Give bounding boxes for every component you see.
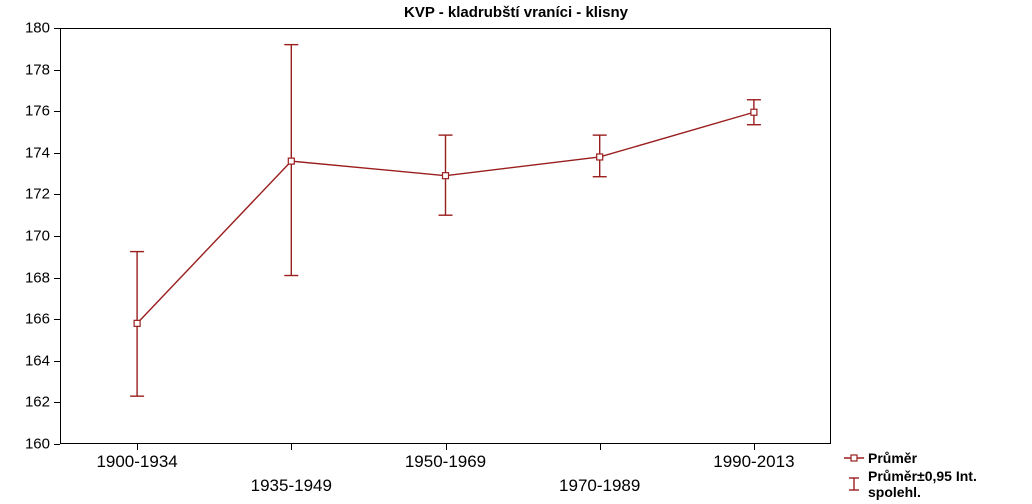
- mean-marker: [597, 154, 603, 160]
- plot-svg: [0, 0, 1032, 504]
- legend: Průměr Průměr±0,95 Int. spolehl.: [844, 450, 1032, 502]
- legend-item: Průměr: [844, 450, 1032, 466]
- mean-marker: [443, 173, 449, 179]
- legend-label: Průměr±0,95 Int. spolehl.: [868, 468, 1032, 500]
- legend-item: Průměr±0,95 Int. spolehl.: [844, 468, 1032, 500]
- legend-mean-icon: [844, 452, 864, 464]
- mean-marker: [751, 109, 757, 115]
- legend-label: Průměr: [868, 450, 917, 466]
- mean-marker: [134, 320, 140, 326]
- legend-error-icon: [844, 477, 864, 491]
- mean-marker: [288, 158, 294, 164]
